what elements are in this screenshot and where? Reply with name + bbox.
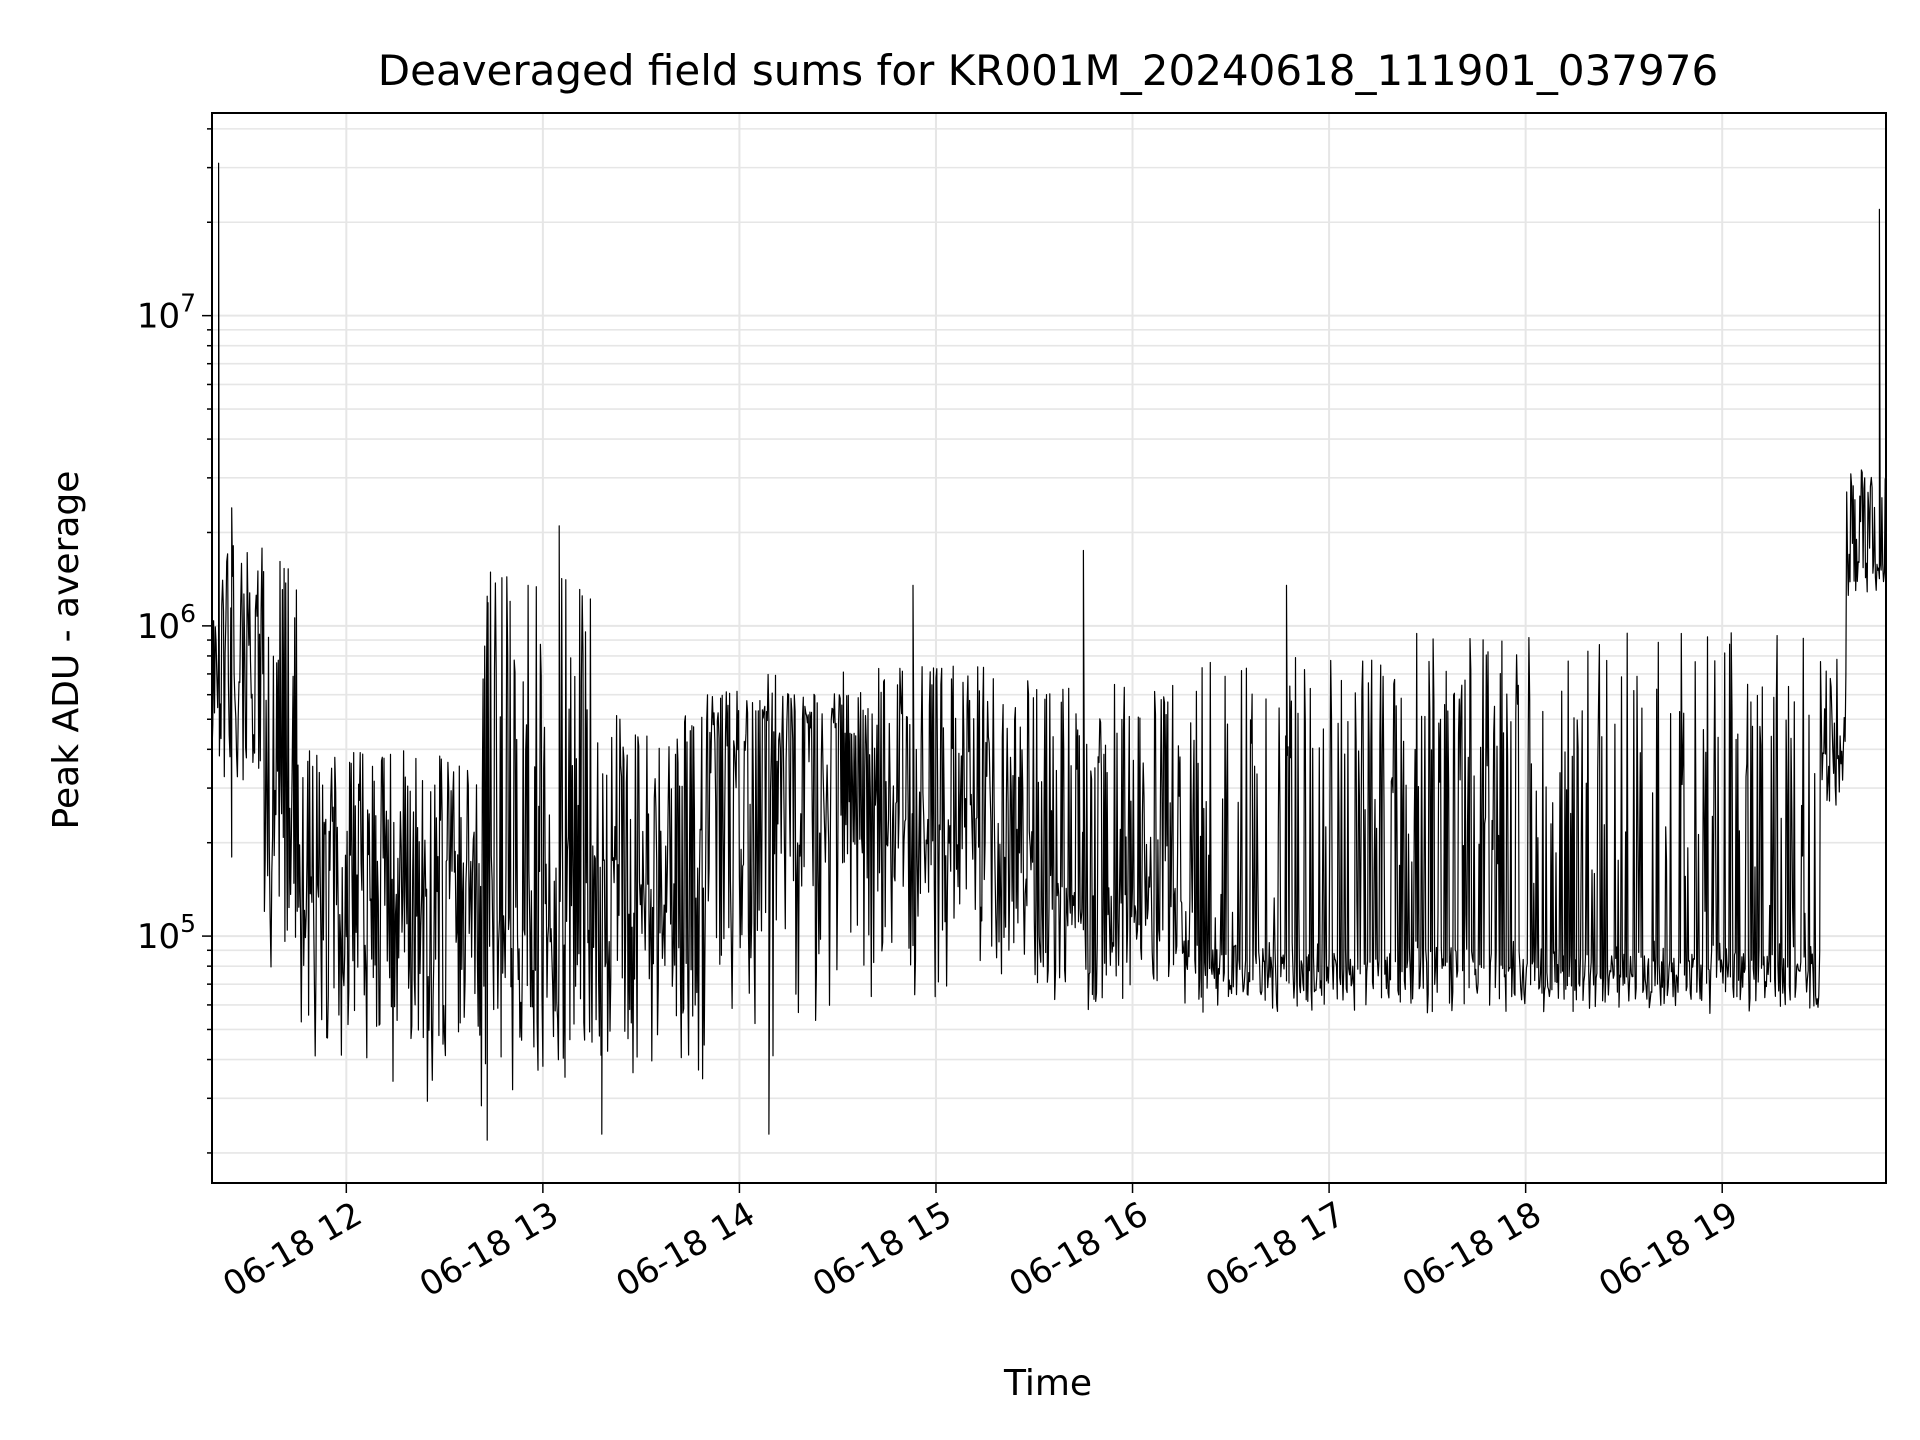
x-axis-label: Time xyxy=(1003,1363,1092,1404)
plot-frame xyxy=(211,112,1887,1184)
chart-title: Deaveraged field sums for KR001M_2024061… xyxy=(378,46,1718,95)
y-axis-label: Peak ADU - average xyxy=(46,471,87,830)
y-tick-label: 105 xyxy=(137,909,196,957)
data-layer xyxy=(211,162,1886,1141)
y-tick-label: 106 xyxy=(137,599,196,647)
y-tick-label: 107 xyxy=(137,289,196,337)
series-line xyxy=(211,162,1886,1141)
